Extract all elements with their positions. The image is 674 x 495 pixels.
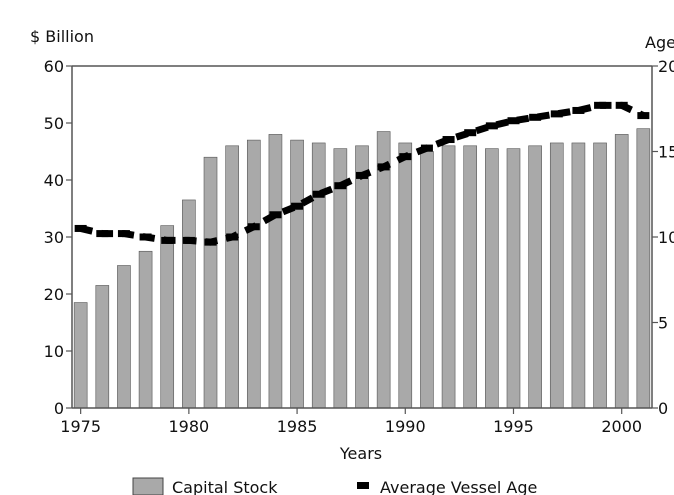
x-axis-title: Years <box>339 444 382 463</box>
point-average-vessel-age-1992 <box>442 136 455 144</box>
point-average-vessel-age-1990 <box>399 153 412 161</box>
point-average-vessel-age-1984 <box>269 211 282 219</box>
bar-capital-stock-1998 <box>571 142 586 409</box>
bar-capital-stock-1991 <box>420 151 434 409</box>
y-right-tick-label-10: 10 <box>658 228 674 247</box>
point-average-vessel-age-1993 <box>464 129 477 137</box>
point-average-vessel-age-1985 <box>291 202 304 210</box>
y-axis-title-right: Age <box>645 33 674 52</box>
point-average-vessel-age-1989 <box>377 163 390 171</box>
ticks-layer: 0 10 20 30 40 50 60 0 5 10 15 20 1975 1980 1985 1990 199… <box>44 57 674 436</box>
y-right-tick-label-5: 5 <box>658 314 668 333</box>
legend-swatch-capital-stock <box>132 477 164 495</box>
bar-capital-stock-1984 <box>268 134 283 409</box>
x-tick-label-1985: 1985 <box>277 417 318 436</box>
x-tick-label-1980: 1980 <box>169 417 210 436</box>
bar-capital-stock-1981 <box>203 156 218 409</box>
point-average-vessel-age-1988 <box>356 171 368 179</box>
point-average-vessel-age-1976 <box>96 230 109 238</box>
bar-capital-stock-1979 <box>160 225 175 409</box>
y-right-tick-label-0: 0 <box>658 399 668 418</box>
bar-capital-stock-1985 <box>290 139 304 409</box>
bar-capital-stock-1983 <box>246 139 261 409</box>
bar-capital-stock-1992 <box>441 145 456 409</box>
point-average-vessel-age-1994 <box>485 122 498 130</box>
point-average-vessel-age-2000 <box>615 101 628 109</box>
bar-capital-stock-1990 <box>398 142 413 409</box>
y-left-tick-label-50: 50 <box>44 114 64 133</box>
bar-capital-stock-1980 <box>182 199 196 409</box>
y-left-tick-label-0: 0 <box>54 399 64 418</box>
point-average-vessel-age-1979 <box>161 236 174 244</box>
point-average-vessel-age-1991 <box>420 144 433 152</box>
line-layer <box>74 101 650 246</box>
point-average-vessel-age-2001 <box>637 112 650 120</box>
point-average-vessel-age-1996 <box>529 113 542 121</box>
bar-capital-stock-2001 <box>636 128 651 409</box>
point-average-vessel-age-1980 <box>182 236 195 244</box>
y-left-tick-label-10: 10 <box>44 342 64 361</box>
y-axis-title-left: $ Billion <box>30 27 94 46</box>
point-average-vessel-age-1986 <box>312 190 325 198</box>
x-tick-label-2000: 2000 <box>601 417 642 436</box>
point-average-vessel-age-1997 <box>550 110 563 118</box>
bar-capital-stock-1989 <box>376 131 391 409</box>
point-average-vessel-age-1999 <box>594 101 607 109</box>
legend-marker-average-vessel-age <box>357 482 369 489</box>
bar-capital-stock-1988 <box>355 145 369 409</box>
legend-label-capital-stock: Capital Stock <box>172 478 278 495</box>
bar-capital-stock-1996 <box>528 145 542 409</box>
bar-capital-stock-1997 <box>549 142 564 409</box>
bar-capital-stock-1993 <box>463 145 478 409</box>
y-left-tick-label-20: 20 <box>44 285 64 304</box>
point-average-vessel-age-1998 <box>572 106 585 114</box>
point-average-vessel-age-1978 <box>139 233 152 241</box>
bar-capital-stock-1986 <box>311 142 326 409</box>
bar-capital-stock-1995 <box>506 148 521 409</box>
bar-capital-stock-1982 <box>225 145 239 409</box>
x-tick-label-1995: 1995 <box>493 417 534 436</box>
point-average-vessel-age-1995 <box>507 117 520 125</box>
point-average-vessel-age-1981 <box>204 238 217 246</box>
y-left-tick-label-60: 60 <box>44 57 64 76</box>
x-tick-label-1990: 1990 <box>385 417 426 436</box>
x-tick-label-1975: 1975 <box>60 417 101 436</box>
legend-label-average-vessel-age: Average Vessel Age <box>380 478 537 495</box>
point-average-vessel-age-1982 <box>226 233 239 241</box>
point-average-vessel-age-1987 <box>334 182 347 190</box>
bar-capital-stock-1976 <box>95 285 110 409</box>
bar-capital-stock-1978 <box>138 250 153 409</box>
y-left-tick-label-30: 30 <box>44 228 64 247</box>
point-average-vessel-age-1977 <box>117 230 130 238</box>
y-left-tick-label-40: 40 <box>44 171 64 190</box>
bar-capital-stock-1977 <box>117 265 131 409</box>
bar-capital-stock-1994 <box>485 148 499 409</box>
y-right-tick-label-15: 15 <box>658 143 674 162</box>
point-average-vessel-age-1983 <box>247 223 260 231</box>
point-average-vessel-age-1975 <box>74 224 87 232</box>
bar-capital-stock-1999 <box>593 142 607 409</box>
y-right-tick-label-20: 20 <box>658 57 674 76</box>
bar-capital-stock-2000 <box>614 134 629 409</box>
bar-capital-stock-1975 <box>73 302 88 409</box>
legend: Capital Stock Average Vessel Age <box>132 477 537 495</box>
bars-layer <box>73 128 651 409</box>
